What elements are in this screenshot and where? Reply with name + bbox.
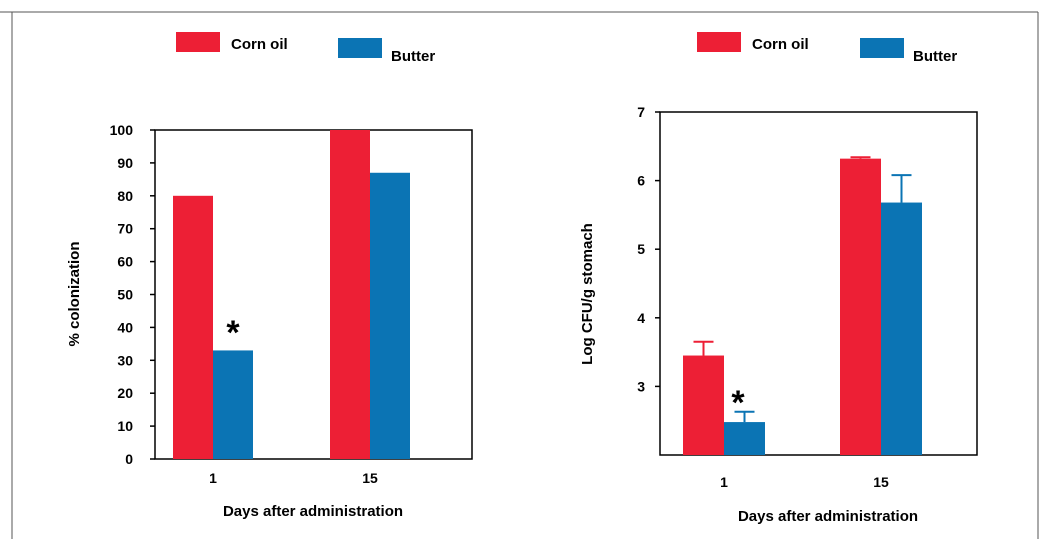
legend-label-butter: Butter	[391, 48, 435, 65]
bar-butter-day-1	[213, 350, 253, 459]
y-tick-label: 60	[117, 254, 133, 270]
bar-butter-day-15	[370, 172, 410, 459]
bar-butter-day-15	[881, 202, 922, 455]
y-tick-label: 5	[637, 241, 645, 257]
bars	[683, 156, 922, 455]
asterisk-annotation: *	[226, 314, 240, 352]
bar-corn-oil-day-15	[330, 130, 370, 459]
cfu-chart: Corn oil Butter 3 4 5 6 7 1 15 * Days after a…	[579, 32, 978, 525]
legend: Corn oil Butter	[176, 32, 435, 65]
bar-corn-oil-day-15	[840, 158, 881, 455]
y-tick-label: 0	[125, 451, 133, 467]
legend-swatch-corn-oil	[176, 32, 220, 52]
plot-area-frame	[659, 111, 978, 456]
y-tick-label: 30	[117, 352, 133, 368]
x-axis: 1 15	[720, 474, 889, 490]
x-tick-label: 15	[873, 474, 889, 490]
y-tick-label: 40	[117, 319, 133, 335]
y-tick-label: 10	[117, 418, 133, 434]
y-tick-label: 100	[110, 122, 134, 138]
x-axis-label: Days after administration	[223, 503, 403, 520]
legend-label-butter: Butter	[913, 48, 957, 65]
x-axis-label: Days after administration	[738, 508, 918, 525]
y-tick-label: 80	[117, 188, 133, 204]
legend-swatch-corn-oil	[697, 32, 741, 52]
colonization-chart: Corn oil Butter 0 10 20 30 40 50 60 70 80 90 100 1…	[66, 32, 473, 520]
x-axis: 1 15	[209, 470, 378, 486]
asterisk-annotation: *	[731, 384, 745, 422]
x-tick-label: 1	[209, 470, 217, 486]
bars	[173, 130, 410, 460]
y-tick-label: 90	[117, 155, 133, 171]
legend-label-corn-oil: Corn oil	[231, 36, 288, 53]
x-tick-label: 1	[720, 474, 728, 490]
y-axis: 0 10 20 30 40 50 60 70 80 90 100	[110, 122, 155, 467]
bar-butter-day-1	[724, 422, 765, 455]
y-tick-label: 70	[117, 221, 133, 237]
legend-label-corn-oil: Corn oil	[752, 36, 809, 53]
y-tick-label: 3	[637, 378, 645, 394]
y-tick-label: 6	[637, 173, 645, 189]
y-tick-label: 7	[637, 104, 645, 120]
legend-swatch-butter	[860, 38, 904, 58]
y-axis: 3 4 5 6 7	[637, 104, 660, 394]
bar-corn-oil-day-1	[173, 195, 213, 460]
x-tick-label: 15	[362, 470, 378, 486]
y-tick-label: 50	[117, 287, 133, 303]
y-axis-label: % colonization	[66, 242, 83, 347]
legend-swatch-butter	[338, 38, 382, 58]
y-axis-label: Log CFU/g stomach	[579, 223, 596, 365]
legend: Corn oil Butter	[697, 32, 957, 65]
y-tick-label: 4	[637, 310, 645, 326]
bar-corn-oil-day-1	[683, 355, 724, 455]
y-tick-label: 20	[117, 385, 133, 401]
